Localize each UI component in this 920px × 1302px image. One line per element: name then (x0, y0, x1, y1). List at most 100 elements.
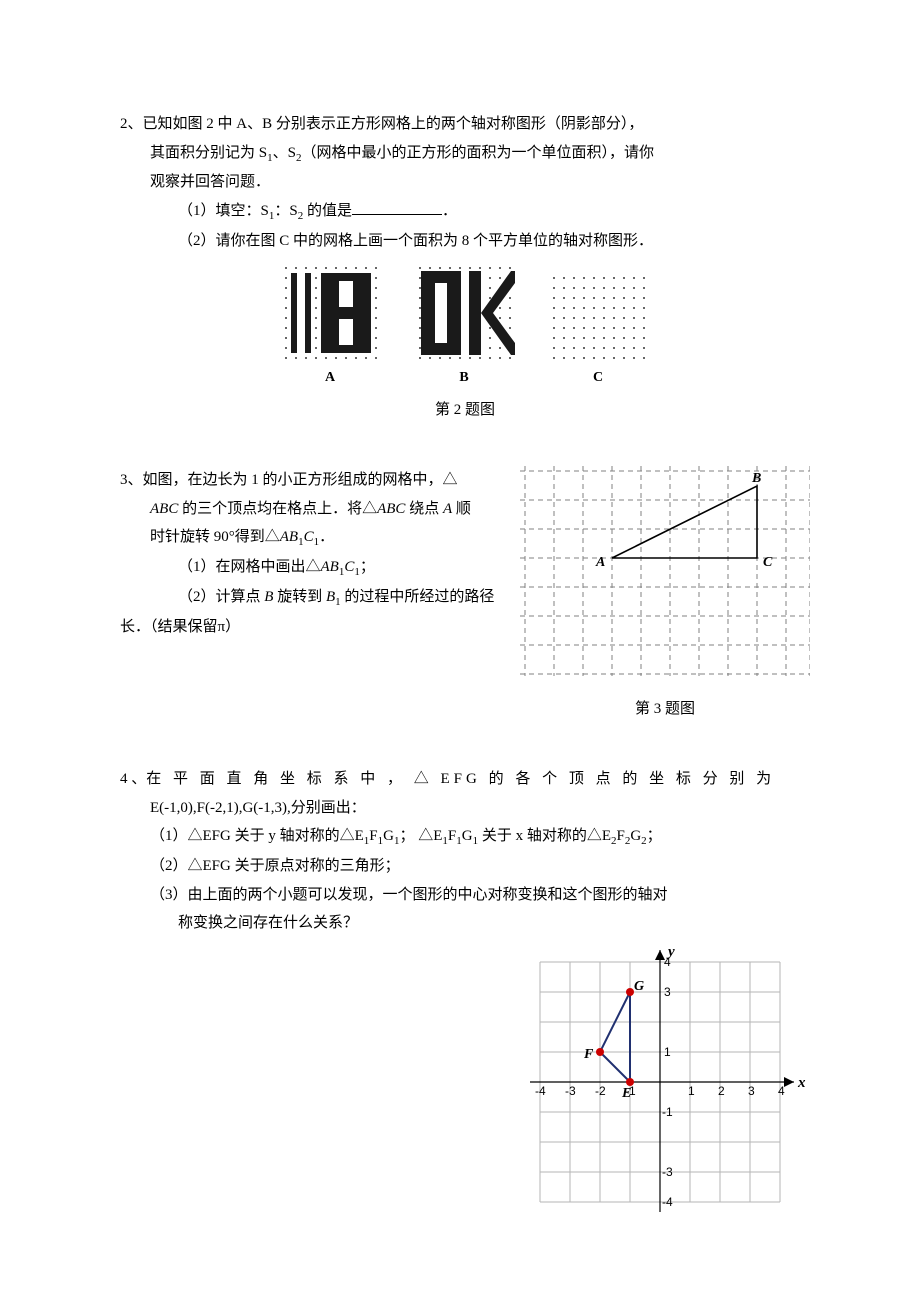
question-3: 3、如图，在边长为 1 的小正方形组成的网格中，△ ABC 的三个顶点均在格点上… (120, 466, 810, 723)
svg-text:-3: -3 (565, 1084, 576, 1098)
question-2: 2、已知如图 2 中 A、B 分别表示正方形网格上的两个轴对称图形（阴影部分），… (120, 110, 810, 424)
svg-text:-1: -1 (662, 1105, 673, 1119)
q3-A: A (443, 501, 452, 517)
gridB (415, 263, 515, 363)
q2-figure-row: A B (120, 263, 810, 392)
q3-row: 3、如图，在边长为 1 的小正方形组成的网格中，△ ABC 的三个顶点均在格点上… (120, 466, 810, 723)
q4-line1: 4 、在 平 面 直 角 坐 标 系 中 ， △ EFG 的 各 个 顶 点 的… (120, 765, 810, 794)
svg-text:-3: -3 (662, 1165, 673, 1179)
q3-l1: 如图，在边长为 1 的小正方形组成的网格中，△ (143, 472, 458, 488)
q2-figA: A (281, 263, 381, 392)
q4p1i: G (630, 828, 641, 844)
q4p1a: （1）△EFG 关于 y 轴对称的△E (150, 828, 364, 844)
q3-l2d: 绕点 (405, 501, 443, 517)
q4-l1: 在 平 面 直 角 坐 标 系 中 ， △ EFG 的 各 个 顶 点 的 坐 … (146, 771, 775, 787)
q3-p1a: （1）在网格中画出△ (178, 559, 321, 575)
q4p1e: F (448, 828, 456, 844)
q4-part2: （2）△EFG 关于原点对称的三角形； (120, 852, 810, 881)
x-label: x (797, 1075, 806, 1091)
q3-caption: 第 3 题图 (520, 695, 810, 724)
q2-line2: 其面积分别记为 S1、S2（网格中最小的正方形的面积为一个单位面积），请你 (120, 139, 810, 169)
ptC-label: C (763, 555, 773, 570)
svg-text:-2: -2 (595, 1084, 606, 1098)
svg-text:1: 1 (664, 1045, 671, 1059)
question-4: 4 、在 平 面 直 角 坐 标 系 中 ， △ EFG 的 各 个 顶 点 的… (120, 765, 810, 1231)
shape-18 (281, 263, 381, 363)
svg-text:4: 4 (778, 1084, 785, 1098)
q2-l2b: 、S (273, 145, 296, 161)
q3-line3: 时针旋转 90°得到△AB1C1． (120, 523, 500, 553)
q4-part3b: 称变换之间存在什么关系？ (120, 909, 810, 938)
q3-line1: 3、如图，在边长为 1 的小正方形组成的网格中，△ (120, 466, 500, 495)
q3-p2d: B (326, 589, 335, 605)
q4p1j: ； (647, 828, 662, 844)
q3-part2: （2）计算点 B 旋转到 B1 的过程中所经过的路径 (120, 583, 500, 613)
point-E (626, 1078, 634, 1086)
point-F (596, 1048, 604, 1056)
q3-line2: ABC 的三个顶点均在格点上．将△ABC 绕点 A 顺 (120, 495, 500, 524)
q3-l2b: 的三个顶点均在格点上．将△ (178, 501, 377, 517)
q4-part3a: （3）由上面的两个小题可以发现，一个图形的中心对称变换和这个图形的轴对 (120, 881, 810, 910)
q3-p2c: 旋转到 (273, 589, 326, 605)
ptB-label: B (751, 471, 761, 486)
E-label: E (621, 1086, 631, 1101)
q3-abc2: ABC (377, 501, 405, 517)
q4p1f: G (462, 828, 473, 844)
q4-part1: （1）△EFG 关于 y 轴对称的△E1F1G1； △E1F1G1 关于 x 轴… (120, 822, 810, 852)
q3-grid-svg: A B C (520, 466, 810, 676)
q2-part1: （1）填空：S1：S2 的值是． (120, 197, 810, 227)
q2-figB: B (415, 263, 515, 392)
q3-l3d: ． (319, 529, 334, 545)
q2-p1end: ． (442, 203, 457, 219)
svg-text:-4: -4 (662, 1195, 673, 1209)
x-arrow (784, 1077, 794, 1087)
q2-text1: 已知如图 2 中 A、B 分别表示正方形网格上的两个轴对称图形（阴影部分）， (143, 116, 644, 132)
labelB: B (415, 365, 515, 392)
G-label: G (634, 979, 644, 994)
q3-l2f: 顺 (452, 501, 471, 517)
F-label: F (583, 1047, 594, 1062)
q3-p1d: ； (360, 559, 375, 575)
labelC: C (549, 365, 649, 392)
blank-answer[interactable] (352, 197, 442, 215)
labelA: A (281, 365, 381, 392)
q3-p1b: AB (321, 559, 339, 575)
gridC[interactable] (549, 273, 649, 363)
q3-p1c: C (344, 559, 354, 575)
q2-l2c: （网格中最小的正方形的面积为一个单位面积），请你 (301, 145, 654, 161)
q2-line1: 2、已知如图 2 中 A、B 分别表示正方形网格上的两个轴对称图形（阴影部分）， (120, 110, 810, 139)
q3-abc1: ABC (150, 501, 178, 517)
q4p1g: 关于 x 轴对称的△E (478, 828, 611, 844)
q4-line2: E(-1,0),F(-2,1),G(-1,3),分别画出： (120, 794, 810, 823)
gridA (281, 263, 381, 363)
q3-number: 3、 (120, 472, 143, 488)
q2-p1a: （1）填空：S (178, 203, 269, 219)
q3-AB1: AB (280, 529, 298, 545)
triangle-efg (600, 992, 630, 1082)
q3-p2e: 的过程中所经过的路径 (341, 589, 495, 605)
q4p1b: F (369, 828, 377, 844)
ptA-label: A (595, 555, 605, 570)
q3-l3a: 时针旋转 90°得到△ (150, 529, 280, 545)
q2-part2: （2）请你在图 C 中的网格上画一个面积为 8 个平方单位的轴对称图形． (120, 227, 810, 256)
q4-figure-wrap: x y -4-3-2-1 1234 134 -1-3-4 E F G (120, 942, 810, 1232)
q4p1d: ； △E (399, 828, 442, 844)
q4-coord-svg: x y -4-3-2-1 1234 134 -1-3-4 E F G (510, 942, 810, 1232)
q4p1c: G (383, 828, 394, 844)
q2-figC: C (549, 273, 649, 392)
q3-part1: （1）在网格中画出△AB1C1； (120, 553, 500, 583)
point-G (626, 988, 634, 996)
svg-text:3: 3 (748, 1084, 755, 1098)
q3-lastline: 长．（结果保留π） (120, 613, 500, 642)
q3-figure: A B C 第 3 题图 (520, 466, 810, 723)
q2-p1c: 的值是 (303, 203, 352, 219)
q3-p2a: （2）计算点 (178, 589, 264, 605)
q2-line3: 观察并回答问题． (120, 168, 810, 197)
worksheet-page: 2、已知如图 2 中 A、B 分别表示正方形网格上的两个轴对称图形（阴影部分），… (0, 0, 920, 1302)
svg-text:4: 4 (664, 955, 671, 969)
shape-ok (415, 263, 515, 363)
svg-text:2: 2 (718, 1084, 725, 1098)
q2-caption: 第 2 题图 (120, 396, 810, 425)
q2-p1b: ：S (274, 203, 297, 219)
q2-l2a: 其面积分别记为 S (150, 145, 267, 161)
